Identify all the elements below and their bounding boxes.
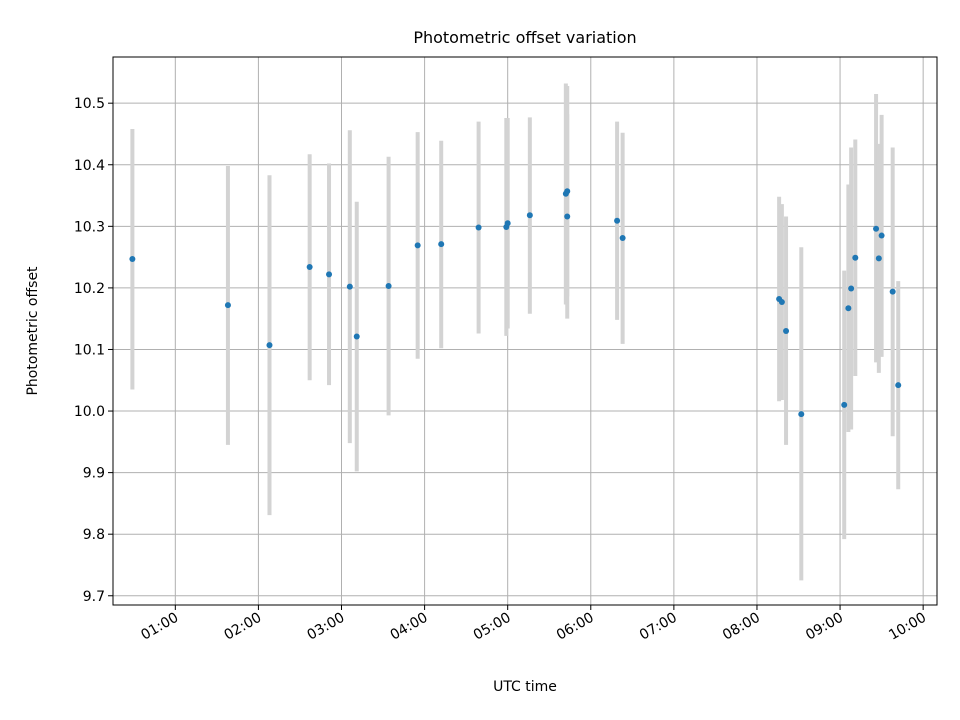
data-point — [783, 328, 790, 334]
y-tick-label: 10.0 — [74, 404, 105, 420]
data-point — [873, 225, 880, 232]
y-tick-label: 10.4 — [74, 158, 105, 174]
data-point — [875, 255, 882, 262]
y-tick-label: 10.1 — [74, 342, 105, 358]
data-point — [306, 263, 313, 270]
data-point — [619, 235, 626, 242]
y-tick-label: 10.5 — [74, 96, 105, 112]
data-point — [353, 333, 360, 340]
x-tick-label: 01:00 — [138, 610, 181, 644]
x-tick-label: 08:00 — [720, 610, 763, 644]
x-tick-label: 05:00 — [471, 610, 514, 644]
data-point — [326, 271, 333, 278]
y-tick-label: 10.3 — [74, 219, 105, 235]
data-point — [889, 288, 896, 295]
y-tick-label: 9.9 — [83, 466, 105, 482]
chart-title: Photometric offset variation — [413, 28, 636, 47]
data-point — [841, 401, 848, 408]
data-point — [224, 302, 231, 309]
y-tick-label: 10.2 — [74, 281, 105, 297]
data-point — [504, 220, 511, 227]
data-point — [852, 254, 859, 261]
x-tick-label: 02:00 — [221, 610, 264, 644]
data-point — [845, 305, 852, 312]
data-point — [346, 283, 353, 290]
data-point — [895, 382, 902, 389]
y-axis-label: Photometric offset — [25, 266, 41, 396]
data-point — [848, 285, 855, 292]
x-tick-label: 07:00 — [637, 610, 680, 644]
data-point — [878, 232, 885, 239]
x-tick-label: 04:00 — [388, 610, 431, 644]
x-tick-label: 06:00 — [554, 610, 597, 644]
x-tick-label: 03:00 — [305, 610, 348, 644]
data-point — [778, 299, 785, 306]
data-point — [438, 241, 445, 248]
grid-layer — [113, 57, 937, 605]
data-point — [129, 255, 136, 262]
y-tick-label: 9.7 — [83, 589, 105, 605]
data-point — [385, 283, 392, 290]
data-point — [564, 188, 571, 195]
x-axis-label: UTC time — [493, 679, 557, 695]
x-tick-label: 09:00 — [803, 610, 846, 644]
point-layer — [129, 188, 902, 418]
plot-area-frame — [112, 56, 938, 606]
data-point — [475, 224, 482, 231]
data-point — [614, 217, 621, 224]
data-point — [414, 242, 421, 249]
x-tick-label: 10:00 — [886, 610, 929, 644]
data-point — [266, 342, 273, 349]
data-point — [798, 411, 805, 418]
data-point — [526, 212, 533, 219]
data-point — [564, 213, 571, 220]
y-tick-label: 9.8 — [83, 527, 105, 543]
